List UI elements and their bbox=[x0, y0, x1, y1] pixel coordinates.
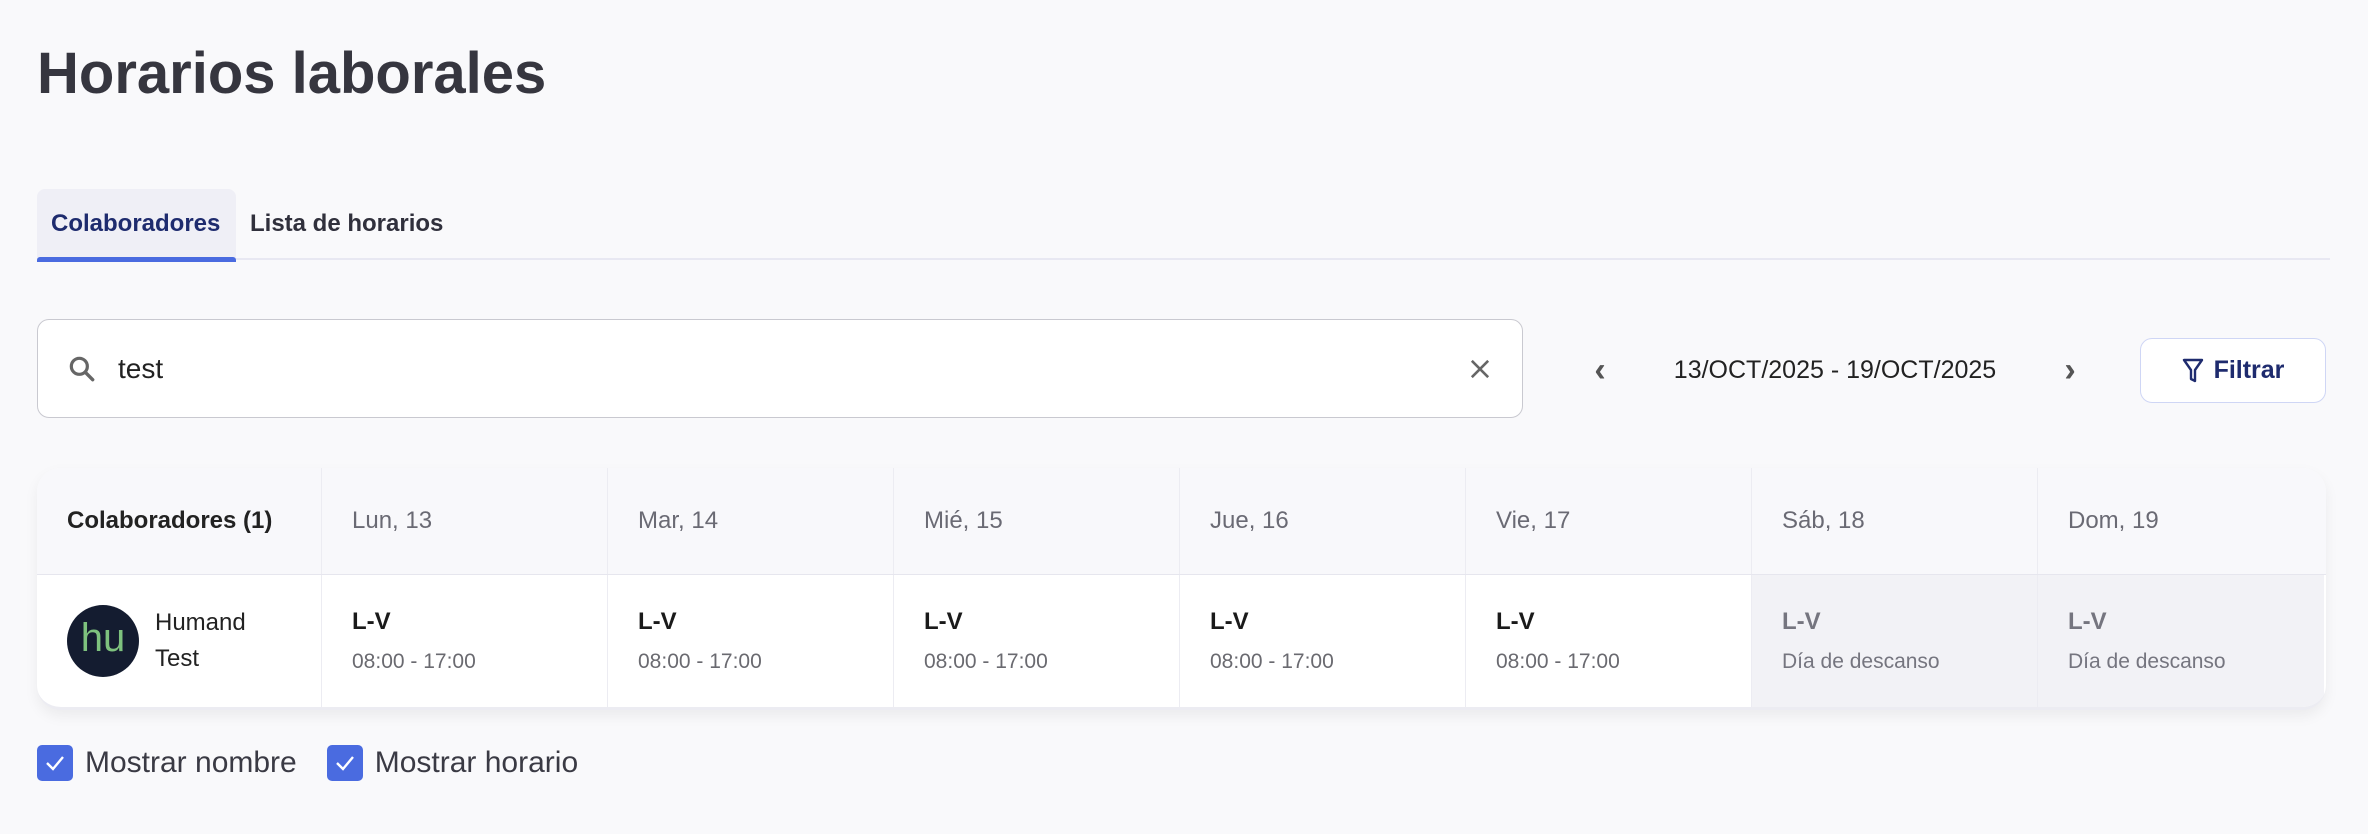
tab-bar: Colaboradores Lista de horarios bbox=[37, 189, 2330, 262]
schedule-cell[interactable]: L-V 08:00 - 17:00 bbox=[608, 575, 894, 707]
schedule-name: L-V bbox=[924, 608, 963, 635]
schedule-cell[interactable]: L-V 08:00 - 17:00 bbox=[1466, 575, 1752, 707]
header-day: Jue, 16 bbox=[1180, 468, 1466, 574]
search-field[interactable] bbox=[37, 319, 1523, 418]
avatar: hu bbox=[67, 605, 139, 677]
tab-colaboradores[interactable]: Colaboradores bbox=[37, 189, 236, 262]
chevron-left-icon[interactable]: ‹ bbox=[1594, 350, 1606, 389]
show-schedule-checkbox[interactable]: Mostrar horario bbox=[326, 745, 579, 781]
header-day: Dom, 19 bbox=[2068, 507, 2159, 534]
header-colaboradores: Colaboradores (1) bbox=[37, 468, 322, 574]
schedule-time: 08:00 - 17:00 bbox=[352, 650, 476, 673]
schedule-cell[interactable]: L-V 08:00 - 17:00 bbox=[894, 575, 1180, 707]
filter-label: Filtrar bbox=[2213, 356, 2285, 384]
header-day: Mié, 15 bbox=[894, 468, 1180, 574]
schedule-name: L-V bbox=[1782, 608, 1821, 635]
schedule-time: 08:00 - 17:00 bbox=[1496, 650, 1620, 673]
schedule-name: L-V bbox=[352, 608, 391, 635]
date-navigator: ‹ 13/OCT/2025 - 19/OCT/2025 › bbox=[1580, 340, 2090, 400]
schedule-name: L-V bbox=[1210, 608, 1249, 635]
schedule-time: 08:00 - 17:00 bbox=[924, 650, 1048, 673]
schedule-time: 08:00 - 17:00 bbox=[1210, 650, 1334, 673]
search-input[interactable] bbox=[118, 352, 1466, 385]
schedule-cell[interactable]: L-V 08:00 - 17:00 bbox=[322, 575, 608, 707]
page-title: Horarios laborales bbox=[37, 41, 547, 106]
close-icon[interactable] bbox=[1466, 355, 1494, 383]
schedule-table: Colaboradores (1) Lun, 13 Mar, 14 Mié, 1… bbox=[37, 468, 2326, 710]
schedule-time: Día de descanso bbox=[2068, 650, 2226, 673]
header-day: Vie, 17 bbox=[1466, 468, 1752, 574]
header-day: Sáb, 18 bbox=[1752, 468, 2038, 574]
schedule-cell[interactable]: L-V 08:00 - 17:00 bbox=[1180, 575, 1466, 707]
show-schedule-label: Mostrar horario bbox=[374, 746, 579, 779]
schedule-time: 08:00 - 17:00 bbox=[638, 650, 762, 673]
schedule-time: Día de descanso bbox=[1782, 650, 1940, 673]
employee-first-name: Humand bbox=[155, 609, 246, 636]
filter-icon bbox=[2182, 358, 2203, 382]
header-day: Lun, 13 bbox=[322, 468, 608, 574]
search-icon bbox=[69, 356, 95, 381]
table-row: hu Humand Test L-V 08:00 - 17:00 L-V 08:00… bbox=[37, 575, 2326, 707]
schedule-name: L-V bbox=[2068, 608, 2107, 635]
filter-button[interactable]: Filtrar bbox=[2140, 338, 2326, 403]
employee-cell[interactable]: hu Humand Test bbox=[37, 575, 322, 707]
schedule-name: L-V bbox=[638, 608, 677, 635]
checkbox-checked-icon[interactable] bbox=[326, 745, 363, 781]
show-name-label: Mostrar nombre bbox=[85, 746, 297, 779]
checkbox-checked-icon[interactable] bbox=[37, 745, 73, 781]
chevron-right-icon[interactable]: › bbox=[2064, 350, 2076, 389]
tab-lista-de-horarios[interactable]: Lista de horarios bbox=[250, 209, 444, 237]
show-name-checkbox[interactable]: Mostrar nombre bbox=[37, 745, 297, 781]
schedule-name: L-V bbox=[1496, 608, 1535, 635]
rest-day-cell[interactable]: L-V Día de descanso bbox=[2038, 575, 2324, 707]
header-day: Mar, 14 bbox=[608, 468, 894, 574]
table-header: Colaboradores (1) Lun, 13 Mar, 14 Mié, 1… bbox=[37, 468, 2326, 575]
display-options: Mostrar nombre Mostrar horario bbox=[37, 745, 578, 781]
rest-day-cell[interactable]: L-V Día de descanso bbox=[1752, 575, 2038, 707]
date-range: 13/OCT/2025 - 19/OCT/2025 bbox=[1673, 355, 1997, 384]
employee-last-name: Test bbox=[155, 645, 200, 672]
